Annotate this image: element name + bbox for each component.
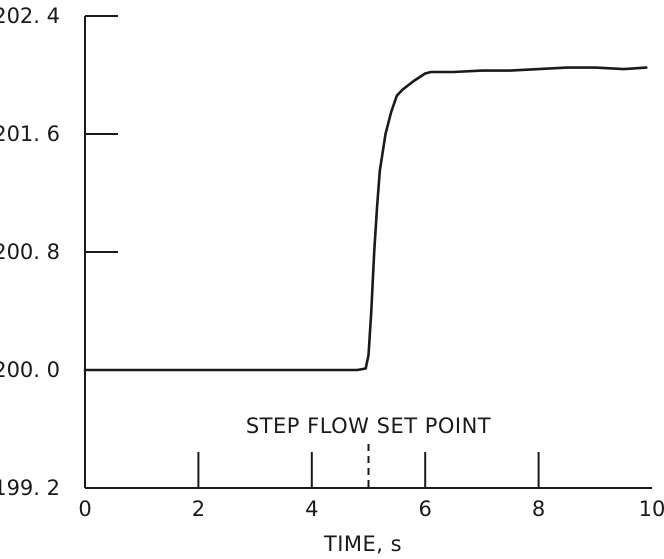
set-point-label: STEP FLOW SET POINT bbox=[246, 414, 491, 438]
x-tick-label: 6 bbox=[419, 497, 432, 521]
y-tick-label: 202. 4 bbox=[0, 4, 60, 28]
y-tick-label: 201. 6 bbox=[0, 122, 60, 146]
data-line bbox=[83, 66, 648, 372]
x-axis-title: TIME, s bbox=[323, 532, 402, 556]
x-tick-label: 4 bbox=[305, 497, 318, 521]
y-tick-label: 200. 8 bbox=[0, 240, 60, 264]
x-tick-label: 2 bbox=[192, 497, 205, 521]
y-tick-label: 200. 0 bbox=[0, 358, 60, 382]
x-tick-label: 10 bbox=[639, 497, 664, 521]
x-tick-label: 8 bbox=[532, 497, 545, 521]
x-tick-label: 0 bbox=[78, 497, 91, 521]
y-tick-label: 199. 2 bbox=[0, 476, 60, 500]
annotations: STEP FLOW SET POINT bbox=[246, 414, 491, 488]
axis-tick-labels: 199. 2 200. 0 200. 8 201. 6 202. 4 0 2 4 6 8 10 bbox=[0, 4, 664, 521]
data-series bbox=[83, 66, 648, 372]
